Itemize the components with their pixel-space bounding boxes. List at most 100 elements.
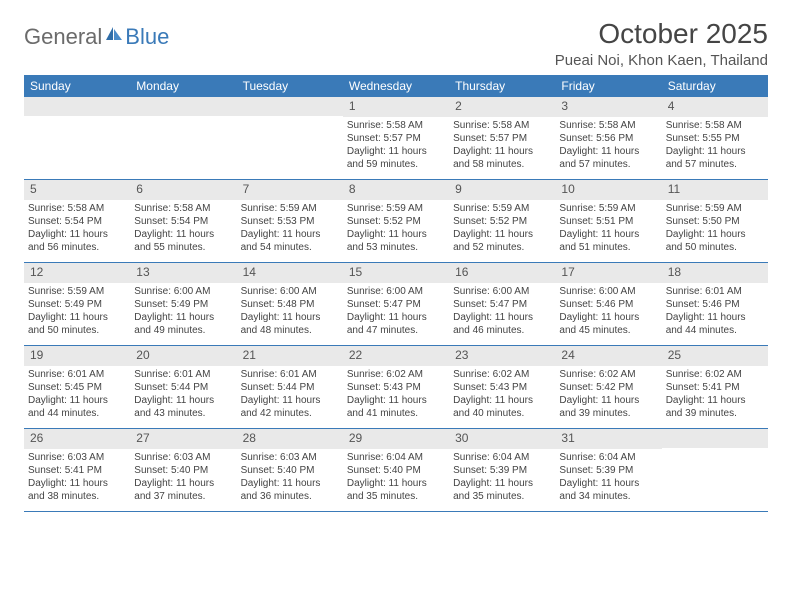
day-info: Sunrise: 6:02 AMSunset: 5:42 PMDaylight:…: [555, 368, 661, 420]
day-number: 20: [130, 346, 236, 366]
day-info: Sunrise: 6:01 AMSunset: 5:46 PMDaylight:…: [662, 285, 768, 337]
week-row: 26Sunrise: 6:03 AMSunset: 5:41 PMDayligh…: [24, 429, 768, 512]
week-row: 5Sunrise: 5:58 AMSunset: 5:54 PMDaylight…: [24, 180, 768, 263]
day-cell: 16Sunrise: 6:00 AMSunset: 5:47 PMDayligh…: [449, 263, 555, 345]
day-cell: 17Sunrise: 6:00 AMSunset: 5:46 PMDayligh…: [555, 263, 661, 345]
empty-day: [662, 429, 768, 448]
day-number: 9: [449, 180, 555, 200]
day-cell: 3Sunrise: 5:58 AMSunset: 5:56 PMDaylight…: [555, 97, 661, 179]
day-number: 13: [130, 263, 236, 283]
day-cell: 5Sunrise: 5:58 AMSunset: 5:54 PMDaylight…: [24, 180, 130, 262]
week-row: 1Sunrise: 5:58 AMSunset: 5:57 PMDaylight…: [24, 97, 768, 180]
day-header: Friday: [555, 75, 661, 97]
header: General Blue October 2025 Pueai Noi, Kho…: [24, 18, 768, 69]
day-cell: 10Sunrise: 5:59 AMSunset: 5:51 PMDayligh…: [555, 180, 661, 262]
day-info: Sunrise: 6:01 AMSunset: 5:44 PMDaylight:…: [130, 368, 236, 420]
day-cell: 29Sunrise: 6:04 AMSunset: 5:40 PMDayligh…: [343, 429, 449, 511]
day-cell: 9Sunrise: 5:59 AMSunset: 5:52 PMDaylight…: [449, 180, 555, 262]
day-cell: 24Sunrise: 6:02 AMSunset: 5:42 PMDayligh…: [555, 346, 661, 428]
day-info: Sunrise: 5:59 AMSunset: 5:52 PMDaylight:…: [449, 202, 555, 254]
day-cell: 18Sunrise: 6:01 AMSunset: 5:46 PMDayligh…: [662, 263, 768, 345]
day-info: Sunrise: 6:00 AMSunset: 5:46 PMDaylight:…: [555, 285, 661, 337]
day-cell: 30Sunrise: 6:04 AMSunset: 5:39 PMDayligh…: [449, 429, 555, 511]
week-row: 12Sunrise: 5:59 AMSunset: 5:49 PMDayligh…: [24, 263, 768, 346]
day-number: 14: [237, 263, 343, 283]
day-number: 16: [449, 263, 555, 283]
day-number: 15: [343, 263, 449, 283]
day-cell: [24, 97, 130, 179]
day-cell: 11Sunrise: 5:59 AMSunset: 5:50 PMDayligh…: [662, 180, 768, 262]
day-cell: 26Sunrise: 6:03 AMSunset: 5:41 PMDayligh…: [24, 429, 130, 511]
day-info: Sunrise: 6:00 AMSunset: 5:49 PMDaylight:…: [130, 285, 236, 337]
day-info: Sunrise: 6:00 AMSunset: 5:48 PMDaylight:…: [237, 285, 343, 337]
day-cell: 7Sunrise: 5:59 AMSunset: 5:53 PMDaylight…: [237, 180, 343, 262]
day-info: Sunrise: 6:02 AMSunset: 5:41 PMDaylight:…: [662, 368, 768, 420]
day-info: Sunrise: 5:59 AMSunset: 5:50 PMDaylight:…: [662, 202, 768, 254]
title-block: October 2025 Pueai Noi, Khon Kaen, Thail…: [555, 18, 768, 69]
day-cell: 15Sunrise: 6:00 AMSunset: 5:47 PMDayligh…: [343, 263, 449, 345]
day-cell: 25Sunrise: 6:02 AMSunset: 5:41 PMDayligh…: [662, 346, 768, 428]
logo-sail-icon: [105, 26, 123, 47]
day-number: 23: [449, 346, 555, 366]
day-number: 6: [130, 180, 236, 200]
week-row: 19Sunrise: 6:01 AMSunset: 5:45 PMDayligh…: [24, 346, 768, 429]
day-info: Sunrise: 5:58 AMSunset: 5:57 PMDaylight:…: [449, 119, 555, 171]
logo-text-blue: Blue: [125, 24, 169, 50]
day-info: Sunrise: 6:00 AMSunset: 5:47 PMDaylight:…: [343, 285, 449, 337]
day-info: Sunrise: 5:58 AMSunset: 5:55 PMDaylight:…: [662, 119, 768, 171]
day-header: Tuesday: [237, 75, 343, 97]
empty-day: [130, 97, 236, 116]
day-number: 1: [343, 97, 449, 117]
day-number: 10: [555, 180, 661, 200]
day-number: 3: [555, 97, 661, 117]
day-info: Sunrise: 6:00 AMSunset: 5:47 PMDaylight:…: [449, 285, 555, 337]
day-header: Saturday: [662, 75, 768, 97]
day-number: 11: [662, 180, 768, 200]
day-number: 12: [24, 263, 130, 283]
day-info: Sunrise: 6:02 AMSunset: 5:43 PMDaylight:…: [343, 368, 449, 420]
day-number: 30: [449, 429, 555, 449]
day-cell: [130, 97, 236, 179]
day-cell: 28Sunrise: 6:03 AMSunset: 5:40 PMDayligh…: [237, 429, 343, 511]
day-cell: 14Sunrise: 6:00 AMSunset: 5:48 PMDayligh…: [237, 263, 343, 345]
day-info: Sunrise: 5:59 AMSunset: 5:51 PMDaylight:…: [555, 202, 661, 254]
day-info: Sunrise: 5:58 AMSunset: 5:57 PMDaylight:…: [343, 119, 449, 171]
day-info: Sunrise: 6:03 AMSunset: 5:40 PMDaylight:…: [237, 451, 343, 503]
day-header: Wednesday: [343, 75, 449, 97]
day-number: 31: [555, 429, 661, 449]
day-cell: 27Sunrise: 6:03 AMSunset: 5:40 PMDayligh…: [130, 429, 236, 511]
day-number: 27: [130, 429, 236, 449]
day-cell: [237, 97, 343, 179]
day-cell: 31Sunrise: 6:04 AMSunset: 5:39 PMDayligh…: [555, 429, 661, 511]
day-number: 26: [24, 429, 130, 449]
logo: General Blue: [24, 18, 169, 50]
day-cell: 20Sunrise: 6:01 AMSunset: 5:44 PMDayligh…: [130, 346, 236, 428]
day-cell: 1Sunrise: 5:58 AMSunset: 5:57 PMDaylight…: [343, 97, 449, 179]
day-header: Thursday: [449, 75, 555, 97]
day-info: Sunrise: 5:58 AMSunset: 5:56 PMDaylight:…: [555, 119, 661, 171]
day-info: Sunrise: 6:03 AMSunset: 5:41 PMDaylight:…: [24, 451, 130, 503]
day-info: Sunrise: 5:59 AMSunset: 5:52 PMDaylight:…: [343, 202, 449, 254]
day-info: Sunrise: 5:59 AMSunset: 5:53 PMDaylight:…: [237, 202, 343, 254]
day-cell: 12Sunrise: 5:59 AMSunset: 5:49 PMDayligh…: [24, 263, 130, 345]
day-number: 24: [555, 346, 661, 366]
day-number: 8: [343, 180, 449, 200]
day-info: Sunrise: 6:03 AMSunset: 5:40 PMDaylight:…: [130, 451, 236, 503]
day-info: Sunrise: 6:04 AMSunset: 5:39 PMDaylight:…: [449, 451, 555, 503]
day-info: Sunrise: 6:04 AMSunset: 5:39 PMDaylight:…: [555, 451, 661, 503]
logo-text-gray: General: [24, 24, 102, 50]
day-cell: 19Sunrise: 6:01 AMSunset: 5:45 PMDayligh…: [24, 346, 130, 428]
day-number: 18: [662, 263, 768, 283]
location: Pueai Noi, Khon Kaen, Thailand: [555, 52, 768, 69]
day-info: Sunrise: 6:01 AMSunset: 5:44 PMDaylight:…: [237, 368, 343, 420]
day-number: 25: [662, 346, 768, 366]
day-info: Sunrise: 5:59 AMSunset: 5:49 PMDaylight:…: [24, 285, 130, 337]
day-cell: 6Sunrise: 5:58 AMSunset: 5:54 PMDaylight…: [130, 180, 236, 262]
month-title: October 2025: [555, 18, 768, 50]
day-info: Sunrise: 5:58 AMSunset: 5:54 PMDaylight:…: [130, 202, 236, 254]
day-info: Sunrise: 6:04 AMSunset: 5:40 PMDaylight:…: [343, 451, 449, 503]
day-cell: 23Sunrise: 6:02 AMSunset: 5:43 PMDayligh…: [449, 346, 555, 428]
day-header: Sunday: [24, 75, 130, 97]
day-number: 7: [237, 180, 343, 200]
day-cell: [662, 429, 768, 511]
